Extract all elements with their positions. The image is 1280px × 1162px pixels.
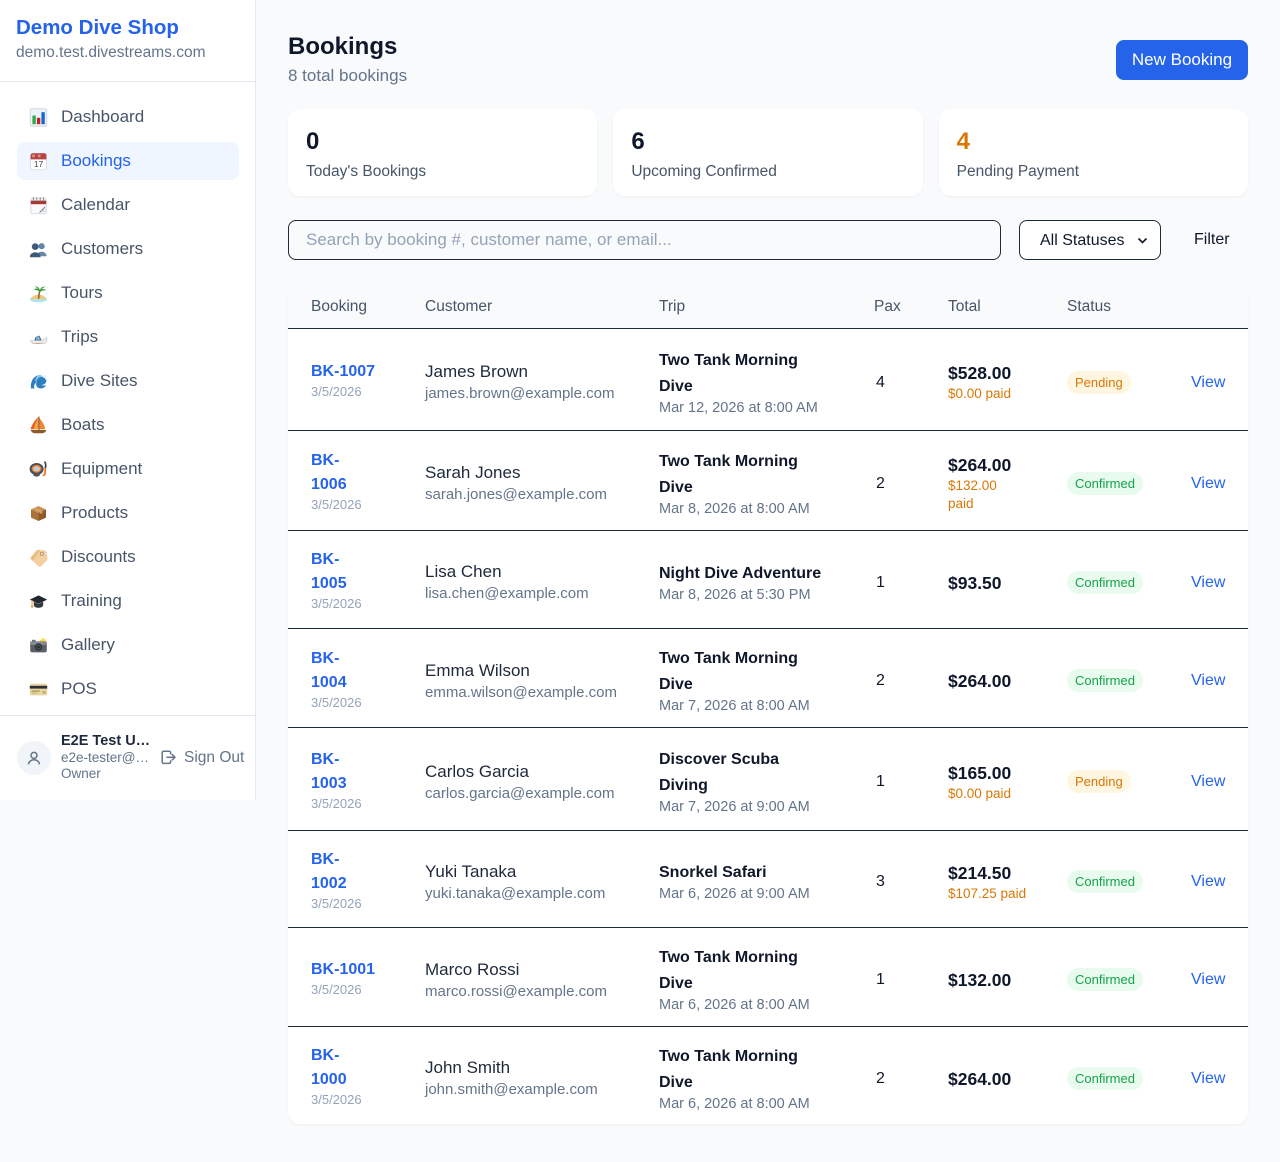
svg-text:17: 17 [34, 158, 44, 168]
